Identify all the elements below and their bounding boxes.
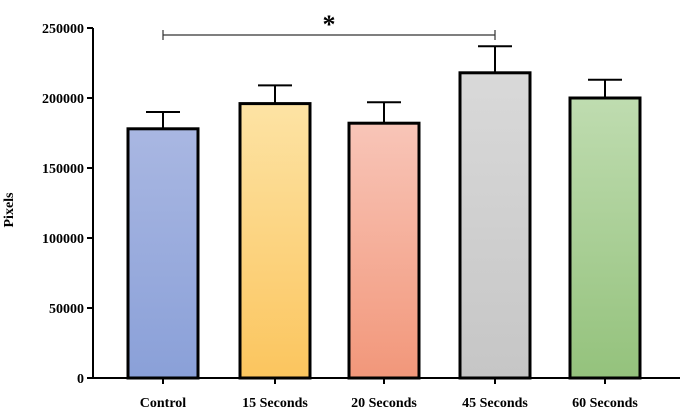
bar — [458, 71, 532, 380]
x-tick-label: Control — [140, 396, 187, 410]
significance-label: * — [323, 10, 336, 39]
significance-bracket: * — [162, 10, 496, 40]
y-tick-label: 250000 — [42, 22, 84, 37]
y-axis-label: Pixels — [2, 192, 17, 228]
bar — [347, 121, 421, 380]
x-tick-label: 45 Seconds — [462, 396, 528, 410]
y-tick-label: 50000 — [49, 302, 84, 317]
error-bars — [146, 45, 622, 129]
bar — [238, 102, 312, 380]
bar — [126, 127, 200, 380]
x-tick-label: 60 Seconds — [572, 396, 638, 410]
y-tick-label: 200000 — [42, 92, 84, 107]
x-tick-label: 20 Seconds — [351, 396, 417, 410]
y-axis: 0 50000 100000 150000 200000 250000 — [42, 22, 94, 387]
y-tick-label: 150000 — [42, 162, 84, 177]
y-tick-label: 0 — [77, 372, 84, 387]
x-axis: Control 15 Seconds 20 Seconds 45 Seconds 60 … — [92, 377, 680, 410]
x-tick-label: 15 Seconds — [242, 396, 308, 410]
y-tick-label: 100000 — [42, 232, 84, 247]
bar — [568, 96, 642, 380]
bars — [126, 71, 642, 380]
